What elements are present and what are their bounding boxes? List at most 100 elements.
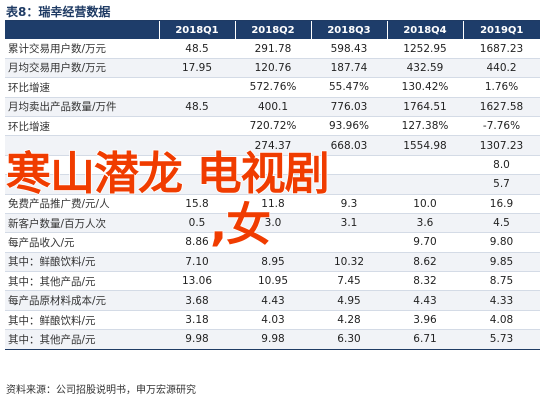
cell-value — [235, 232, 311, 253]
cell-value: 1.76% — [463, 77, 540, 98]
cell-value: 432.59 — [387, 58, 463, 79]
cell-value: 3.6 — [387, 213, 463, 234]
column-header: 2019Q1 — [463, 21, 540, 40]
cell-value: 8.86 — [159, 232, 235, 253]
cell-value: 5.7 — [463, 174, 540, 195]
source-note: 资料来源：公司招股说明书，申万宏源研究 — [6, 385, 196, 396]
row-label — [5, 155, 159, 176]
table-row: 免费产品推广费/元/人 15.8 11.8 9.3 10.0 16.9 — [5, 194, 540, 214]
cell-value: 130.42% — [387, 77, 463, 98]
cell-value: 3.96 — [387, 310, 463, 331]
row-label: 其中：鲜酿饮料/元 — [5, 310, 159, 331]
cell-value: 187.74 — [311, 58, 387, 79]
cell-value: 4.33 — [463, 290, 540, 311]
cell-value: 3.68 — [159, 290, 235, 311]
cell-value: 15.8 — [159, 194, 235, 214]
cell-value: 9.98 — [235, 329, 311, 350]
row-label: 每产品收入/元 — [5, 232, 159, 253]
table-row: 8.0 — [5, 155, 540, 176]
cell-value — [311, 174, 387, 195]
cell-value: 1307.23 — [463, 135, 540, 156]
cell-value — [159, 116, 235, 137]
cell-value: 48.5 — [159, 97, 235, 117]
cell-value: 1627.58 — [463, 97, 540, 117]
cell-value: 8.75 — [463, 271, 540, 292]
cell-value: 11.8 — [235, 194, 311, 214]
cell-value: 274.37 — [235, 135, 311, 156]
table-row: 月均交易用户数/万元 17.95 120.76 187.74 432.59 440.2 — [5, 58, 540, 79]
cell-value: 1252.95 — [387, 39, 463, 59]
table-row: 其中：鲜酿饮料/元 7.10 8.95 10.32 8.62 9.85 — [5, 252, 540, 273]
table-row: 月均卖出产品数量/万件 48.5 400.1 776.03 1764.51 1627.58 — [5, 97, 540, 117]
cell-value: 8.95 — [235, 252, 311, 273]
cell-value: 9.3 — [311, 194, 387, 214]
cell-value: 4.5 — [463, 213, 540, 234]
header-row: 2018Q1 2018Q2 2018Q3 2018Q4 2019Q1 — [5, 21, 540, 40]
cell-value: 9.80 — [463, 232, 540, 253]
cell-value: 1764.51 — [387, 97, 463, 117]
cell-value: 7.10 — [159, 252, 235, 273]
cell-value: 400.1 — [235, 97, 311, 117]
column-header: 2018Q3 — [311, 21, 388, 40]
row-label: 环比增速 — [5, 116, 159, 137]
row-label: 免费产品推广费/元/人 — [5, 194, 159, 214]
cell-value: 55.47% — [311, 77, 387, 98]
table-row: 每产品收入/元 8.86 9.70 9.80 — [5, 232, 540, 253]
cell-value: 8.32 — [387, 271, 463, 292]
cell-value — [387, 155, 463, 176]
cell-value: 1687.23 — [463, 39, 540, 59]
cell-value: 4.43 — [235, 290, 311, 311]
cell-value: 1554.98 — [387, 135, 463, 156]
table-row: 环比增速 720.72% 93.96% 127.38% -7.76% — [5, 116, 540, 137]
table-row: 274.37 668.03 1554.98 1307.23 — [5, 135, 540, 156]
cell-value: 572.76% — [235, 77, 311, 98]
row-label: 新客户数量/百万人次 — [5, 213, 159, 234]
row-label: 其中：鲜酿饮料/元 — [5, 252, 159, 273]
cell-value: 48.5 — [159, 39, 235, 59]
table-row: 其中：其他产品/元 13.06 10.95 7.45 8.32 8.75 — [5, 271, 540, 292]
cell-value — [235, 155, 311, 176]
cell-value — [159, 155, 235, 176]
cell-value: 776.03 — [311, 97, 387, 117]
cell-value: 598.43 — [311, 39, 387, 59]
cell-value: 93.96% — [311, 116, 387, 137]
cell-value: 6.71 — [387, 329, 463, 350]
cell-value: 9.98 — [159, 329, 235, 350]
cell-value — [387, 174, 463, 195]
cell-value: 4.03 — [235, 310, 311, 331]
row-label: 月均卖出产品数量/万件 — [5, 97, 159, 117]
column-header: 2018Q2 — [235, 21, 312, 40]
cell-value — [159, 77, 235, 98]
cell-value — [311, 155, 387, 176]
table-row: 累计交易用户数/万元 48.5 291.78 598.43 1252.95 1687.23 — [5, 39, 540, 59]
table-row: 新客户数量/百万人次 0.5 3.0 3.1 3.6 4.5 — [5, 213, 540, 234]
cell-value: 440.2 — [463, 58, 540, 79]
cell-value: 668.03 — [311, 135, 387, 156]
cell-value: 7.45 — [311, 271, 387, 292]
cell-value: 0.5 — [159, 213, 235, 234]
cell-value: 16.9 — [463, 194, 540, 214]
cell-value: 3.18 — [159, 310, 235, 331]
table-row: 其中：其他产品/元 9.98 9.98 6.30 6.71 5.73 — [5, 329, 540, 350]
cell-value: 13.06 — [159, 271, 235, 292]
cell-value: 120.76 — [235, 58, 311, 79]
column-header: 2018Q4 — [387, 21, 464, 40]
cell-value — [159, 135, 235, 156]
cell-value: 3.0 — [235, 213, 311, 234]
cell-value — [235, 174, 311, 195]
cell-value: -7.76% — [463, 116, 540, 137]
row-label — [5, 135, 159, 156]
table-row: 每产品原材料成本/元 3.68 4.43 4.95 4.43 4.33 — [5, 290, 540, 311]
cell-value: 8.62 — [387, 252, 463, 273]
cell-value: 5.73 — [463, 329, 540, 350]
column-header: 2018Q1 — [159, 21, 236, 40]
cell-value: 10.95 — [235, 271, 311, 292]
cell-value: 6.30 — [311, 329, 387, 350]
row-label: 每产品原材料成本/元 — [5, 290, 159, 311]
cell-value: 8.0 — [463, 155, 540, 176]
cell-value: 10.0 — [387, 194, 463, 214]
cell-value: 9.70 — [387, 232, 463, 253]
cell-value: 10.32 — [311, 252, 387, 273]
cell-value: 3.1 — [311, 213, 387, 234]
row-label — [5, 174, 159, 195]
